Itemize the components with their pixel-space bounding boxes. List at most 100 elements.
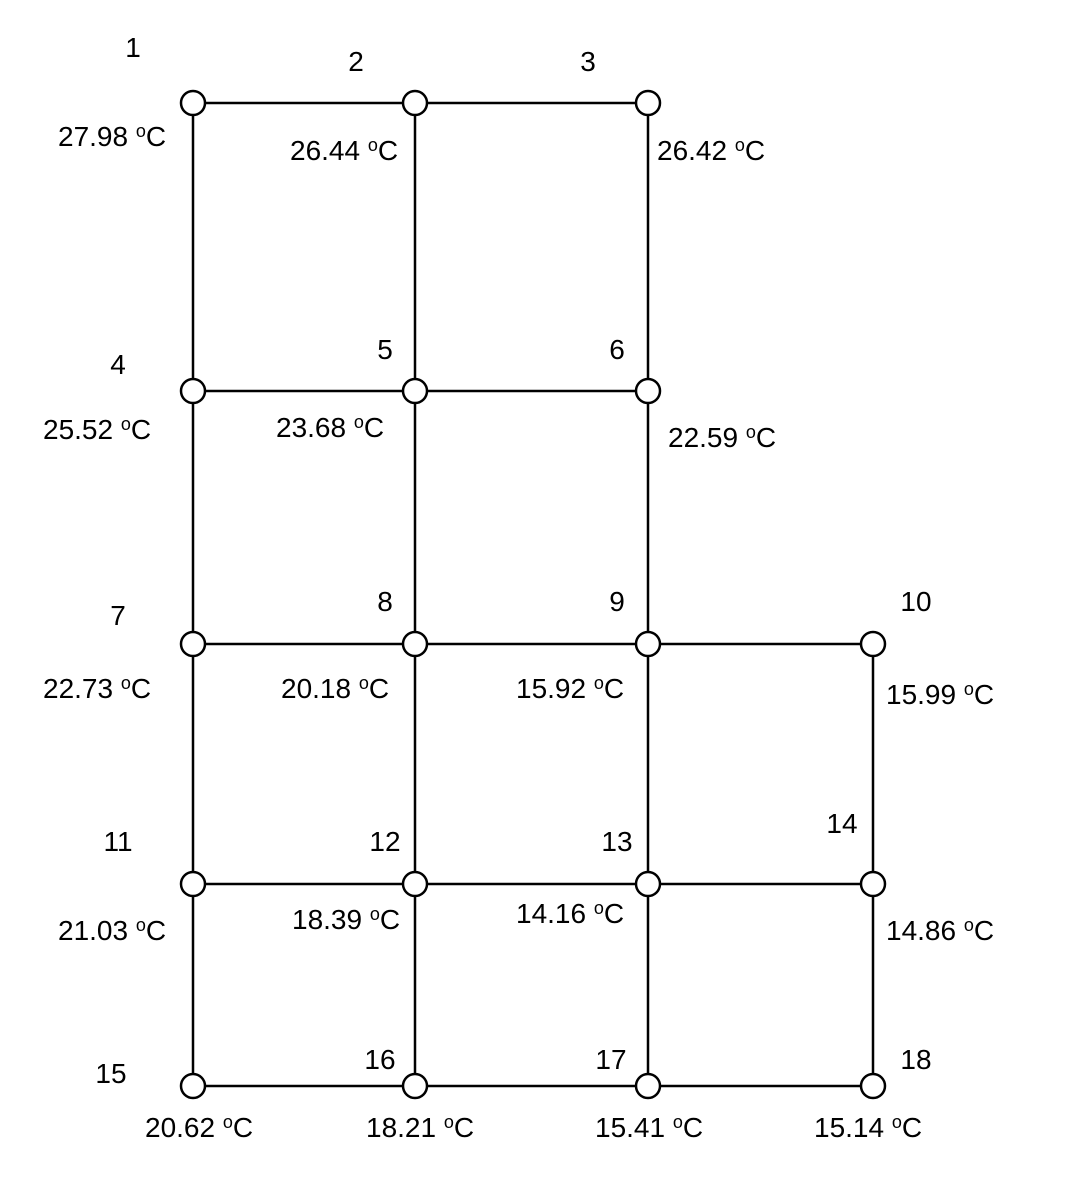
node-9-temperature-label: 15.92 oC	[516, 673, 624, 704]
temperature-value: 18.39	[292, 904, 370, 935]
node-3-id-label: 3	[580, 46, 596, 77]
node-12-id-label: 12	[369, 826, 400, 857]
unit-label: C	[380, 904, 400, 935]
node-7-id-label: 7	[110, 600, 126, 631]
unit-label: C	[902, 1112, 922, 1143]
node-12-temperature-label: 18.39 oC	[292, 904, 400, 935]
degree-symbol: o	[735, 135, 745, 155]
node-17-temperature-label: 15.41 oC	[595, 1112, 703, 1143]
unit-label: C	[233, 1112, 253, 1143]
unit-label: C	[131, 414, 151, 445]
node-15	[179, 1072, 207, 1100]
degree-symbol: o	[121, 414, 131, 434]
unit-label: C	[604, 673, 624, 704]
node-18-id-label: 18	[900, 1044, 931, 1075]
degree-symbol: o	[354, 412, 364, 432]
temperature-value: 15.14	[814, 1112, 892, 1143]
degree-symbol: o	[136, 121, 146, 141]
temperature-value: 14.16	[516, 898, 594, 929]
temperature-value: 20.18	[281, 673, 359, 704]
node-14	[859, 870, 887, 898]
unit-label: C	[683, 1112, 703, 1143]
temperature-value: 26.44	[290, 135, 368, 166]
degree-symbol: o	[121, 673, 131, 693]
temperature-value: 22.59	[668, 422, 746, 453]
node-1-id-label: 1	[125, 32, 141, 63]
node-5	[401, 377, 429, 405]
degree-symbol: o	[370, 904, 380, 924]
nodes	[179, 89, 887, 1100]
node-3	[634, 89, 662, 117]
temperature-value: 15.41	[595, 1112, 673, 1143]
temperature-value: 25.52	[43, 414, 121, 445]
temperature-value: 21.03	[58, 915, 136, 946]
degree-symbol: o	[892, 1112, 902, 1132]
node-13-temperature-label: 14.16 oC	[516, 898, 624, 929]
node-9-id-label: 9	[609, 586, 625, 617]
degree-symbol: o	[359, 673, 369, 693]
node-10-temperature-label: 15.99 oC	[886, 679, 994, 710]
edges	[191, 101, 875, 1088]
node-11-id-label: 11	[103, 826, 132, 857]
unit-label: C	[146, 121, 166, 152]
node-7-temperature-label: 22.73 oC	[43, 673, 151, 704]
node-1-temperature-label: 27.98 oC	[58, 121, 166, 152]
degree-symbol: o	[223, 1112, 233, 1132]
node-8-id-label: 8	[377, 586, 393, 617]
degree-symbol: o	[746, 422, 756, 442]
temperature-value: 26.42	[657, 135, 735, 166]
degree-symbol: o	[673, 1112, 683, 1132]
node-8	[401, 630, 429, 658]
unit-label: C	[604, 898, 624, 929]
node-4	[179, 377, 207, 405]
node-16	[401, 1072, 429, 1100]
temperature-value: 22.73	[43, 673, 121, 704]
unit-label: C	[369, 673, 389, 704]
unit-label: C	[131, 673, 151, 704]
node-11-temperature-label: 21.03 oC	[58, 915, 166, 946]
node-13	[634, 870, 662, 898]
unit-label: C	[364, 412, 384, 443]
unit-label: C	[378, 135, 398, 166]
node-12	[401, 870, 429, 898]
temperature-value: 14.86	[886, 915, 964, 946]
unit-label: C	[146, 915, 166, 946]
unit-label: C	[454, 1112, 474, 1143]
unit-label: C	[974, 915, 994, 946]
node-15-id-label: 15	[95, 1058, 126, 1089]
node-5-id-label: 5	[377, 334, 393, 365]
temperature-value: 15.92	[516, 673, 594, 704]
degree-symbol: o	[136, 915, 146, 935]
node-4-temperature-label: 25.52 oC	[43, 414, 151, 445]
node-14-temperature-label: 14.86 oC	[886, 915, 994, 946]
node-16-temperature-label: 18.21 oC	[366, 1112, 474, 1143]
temperature-value: 20.62	[145, 1112, 223, 1143]
degree-symbol: o	[964, 679, 974, 699]
node-7	[179, 630, 207, 658]
node-2-id-label: 2	[348, 46, 364, 77]
unit-label: C	[745, 135, 765, 166]
node-9	[634, 630, 662, 658]
node-6-temperature-label: 22.59 oC	[668, 422, 776, 453]
node-10	[859, 630, 887, 658]
node-14-id-label: 14	[826, 808, 857, 839]
node-13-id-label: 13	[601, 826, 632, 857]
degree-symbol: o	[444, 1112, 454, 1132]
node-3-temperature-label: 26.42 oC	[657, 135, 765, 166]
node-2-temperature-label: 26.44 oC	[290, 135, 398, 166]
node-16-id-label: 16	[364, 1044, 395, 1075]
node-18	[859, 1072, 887, 1100]
temperature-value: 18.21	[366, 1112, 444, 1143]
node-6-id-label: 6	[609, 334, 625, 365]
node-17	[634, 1072, 662, 1100]
node-10-id-label: 10	[900, 586, 931, 617]
degree-symbol: o	[368, 135, 378, 155]
temperature-value: 27.98	[58, 121, 136, 152]
node-11	[179, 870, 207, 898]
degree-symbol: o	[964, 915, 974, 935]
degree-symbol: o	[594, 673, 604, 693]
node-1	[179, 89, 207, 117]
unit-label: C	[756, 422, 776, 453]
